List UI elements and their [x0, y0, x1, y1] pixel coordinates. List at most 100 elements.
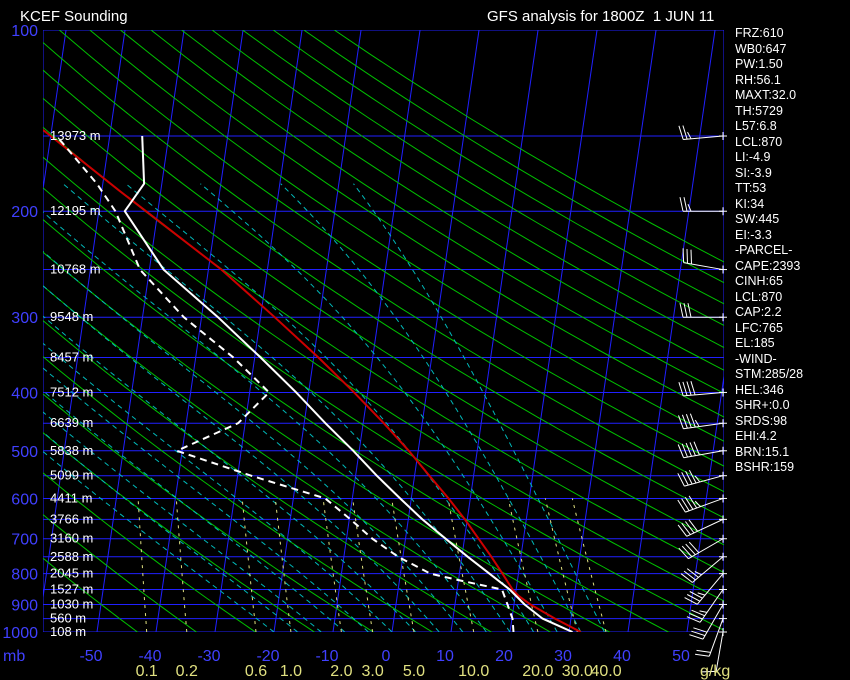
dry-adiabat: [43, 557, 139, 632]
moist-adiabat: [62, 183, 511, 632]
index-item: EHI:4.2: [735, 429, 777, 443]
dry-adiabat: [181, 30, 724, 371]
pressure-tick-label: 900: [11, 597, 38, 614]
mixing-ratio-tick-label: 30.0: [562, 663, 593, 680]
height-label: 7512 m: [50, 384, 93, 399]
wind-barb: [677, 469, 727, 487]
moist-adiabat: [43, 450, 275, 632]
station-title: KCEF Sounding: [20, 8, 128, 25]
dewpoint-trace: [55, 135, 515, 632]
isotherm-line: [273, 30, 362, 632]
moist-adiabat: [43, 250, 464, 632]
temperature-tick-label: -40: [138, 648, 161, 665]
mixing-ratio-line: [175, 498, 188, 632]
index-item: -PARCEL-: [735, 243, 793, 257]
moist-adiabat: [43, 367, 369, 632]
pressure-tick-label: 400: [11, 385, 38, 402]
pressure-tick-label: 800: [11, 567, 38, 584]
index-item: EL:185: [735, 336, 775, 350]
mixing-ratio-line: [391, 498, 415, 632]
dry-adiabat: [43, 156, 724, 602]
height-label: 12195 m: [50, 203, 101, 218]
temperature-tick-label: -30: [197, 648, 220, 665]
height-label: 5838 m: [50, 443, 93, 458]
mixing-ratio-tick-label: 10.0: [458, 663, 489, 680]
wind-barb: [679, 303, 727, 322]
index-item: SRDS:98: [735, 413, 788, 428]
stability-indices: FRZ:610 WB0:647 PW:1.50 RH:56.1 MAXT:32.0 TH:…: [735, 26, 803, 476]
pressure-tick-label: 100: [11, 23, 38, 40]
mixing-ratio-line: [322, 498, 342, 632]
index-item: TH:5729: [735, 103, 783, 118]
pressure-tick-label: 1000: [2, 625, 38, 642]
parcel-trace: [43, 128, 582, 632]
pressure-tick-label: 200: [11, 204, 38, 221]
height-label: 3766 m: [50, 511, 93, 526]
height-label: 1527 m: [50, 582, 93, 597]
isotherm-line: [332, 30, 421, 632]
pressure-tick-label: 500: [11, 444, 38, 461]
wind-barb: [680, 552, 727, 583]
dry-adiabat: [43, 187, 724, 631]
dry-adiabat: [43, 97, 724, 546]
height-label: 6639 m: [50, 415, 93, 430]
wind-barb: [689, 600, 727, 640]
index-item: LCL:870: [735, 134, 783, 149]
dry-adiabat: [43, 41, 724, 493]
index-item: CAPE:2393: [735, 258, 801, 273]
height-label: 1030 m: [50, 596, 93, 611]
index-item: TT:53: [735, 181, 767, 195]
temperature-tick-label: -50: [79, 648, 102, 665]
index-item: RH:56.1: [735, 72, 781, 87]
index-item: PW:1.50: [735, 57, 783, 71]
pressure-unit-label: mb: [3, 648, 25, 665]
index-item: KI:34: [735, 196, 765, 211]
height-label: 560 m: [50, 611, 86, 626]
index-item: SI:-3.9: [735, 165, 772, 180]
mixing-ratio-tick-label: 5.0: [403, 663, 425, 680]
dry-adiabat: [272, 30, 724, 305]
height-label: 10768 m: [50, 262, 101, 277]
dry-adiabat: [43, 393, 375, 632]
wind-barb: [682, 248, 727, 274]
isotherm-line: [568, 30, 657, 632]
mixing-ratio-tick-label: 0.1: [136, 663, 158, 680]
dry-adiabat: [43, 472, 257, 632]
index-item: MAXT:32.0: [735, 88, 797, 102]
moist-adiabat: [200, 183, 558, 632]
wind-barb: [679, 197, 727, 216]
wind-barb: [701, 628, 727, 673]
temperature-tick-label: -10: [315, 648, 338, 665]
wind-barb: [686, 585, 727, 623]
isotherm-line: [43, 30, 126, 601]
height-label: 2045 m: [50, 566, 93, 581]
mixing-ratio-line: [571, 498, 607, 632]
mixing-ratio-tick-label: 20.0: [522, 663, 553, 680]
mixing-ratio-line: [507, 498, 539, 632]
moist-adiabat: [43, 431, 298, 632]
moist-adiabat: [125, 183, 535, 632]
height-label: 8457 m: [50, 350, 93, 365]
isotherm-line: [214, 30, 303, 632]
height-label: 3160 m: [50, 531, 93, 546]
mixing-ratio-tick-label: 0.2: [176, 663, 198, 680]
mixing-ratio-unit-label: g/kg: [700, 663, 730, 680]
dry-adiabat: [43, 218, 670, 632]
dry-adiabat: [43, 69, 724, 519]
index-item: L57:6.8: [735, 119, 777, 133]
moist-adiabats: [43, 183, 605, 632]
temperature-tick-label: -20: [256, 648, 279, 665]
wind-barb: [677, 494, 727, 513]
wind-barb: [678, 381, 727, 397]
index-item: LI:-4.9: [735, 150, 771, 164]
wind-barbs: [677, 125, 727, 673]
isobar-isotherm-grid: [43, 30, 724, 632]
temperature-tick-label: 40: [613, 648, 631, 665]
index-item: -WIND-: [735, 351, 777, 366]
wind-barb: [678, 125, 727, 141]
height-label: 108 m: [50, 624, 86, 639]
isotherm-line: [686, 372, 724, 632]
mixing-ratio-line: [544, 498, 578, 632]
